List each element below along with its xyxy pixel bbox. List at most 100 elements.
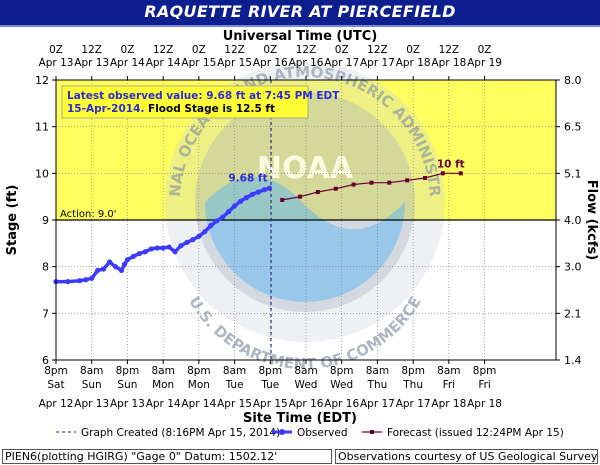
bottom-tick-date: Apr 16 [289,398,324,410]
bottom-tick-time: 8pm [116,365,140,377]
bottom-tick-time: 8am [437,365,460,377]
observed-point [106,259,113,265]
legend-created-label: Graph Created (8:16PM Apr 15, 2014) [81,427,280,439]
observed-point [121,261,128,267]
top-tick-label: 0Z [263,44,277,56]
bottom-tick-day: Thu [402,379,423,391]
bottom-tick-day: Fri [478,379,491,391]
observed-point [266,185,273,191]
y-tick-label: 8 [42,261,49,274]
top-tick-label: 12Z [367,44,388,56]
watermark-wave [205,176,405,302]
bottom-tick-day: Wed [295,379,318,391]
bottom-tick-date: Apr 13 [110,398,145,410]
bottom-tick-date: Apr 16 [324,398,359,410]
bottom-tick-date: Apr 15 [253,398,288,410]
footer-credit: Observations courtesy of US Geological S… [335,449,598,464]
forecast-point [458,171,463,176]
y-tick-label: 12 [35,74,49,87]
forecast-point [387,180,392,185]
observed-point [255,189,261,195]
bottom-tick-date: Apr 14 [181,398,216,410]
observed-value-label: 9.68 ft [228,172,267,184]
observed-point [148,246,154,252]
bottom-tick-date: Apr 17 [396,398,431,410]
observed-point [136,251,142,257]
y-tick-label: 7 [42,307,49,320]
top-tick-date: Apr 19 [467,57,502,69]
top-tick-date: Apr 18 [396,57,431,69]
bottom-tick-time: 8pm [473,365,497,377]
top-tick-date: Apr 13 [39,57,74,69]
forecast-point [351,182,356,187]
top-tick-date: Apr 18 [431,57,466,69]
observed-point [83,277,89,283]
chart-title: RAQUETTE RIVER AT PIERCEFIELD [144,2,456,21]
observed-point [220,214,226,220]
observed-point [112,264,119,270]
forecast-value-label: 10 ft [437,158,465,170]
footer-datum: PIEN6(plotting HGIRG) "Gage 0" Datum: 15… [2,449,332,464]
observed-point [243,195,250,201]
bottom-tick-date: Apr 18 [431,398,466,410]
forecast-point [405,178,410,183]
y2-tick-label: 4.0 [564,214,582,227]
action-stage-label: Action: 9.0' [60,209,117,220]
top-tick-label: 12Z [81,44,102,56]
observed-point [89,275,95,281]
top-tick-date: Apr 16 [253,57,288,69]
forecast-point [440,171,445,176]
forecast-point [369,180,374,185]
x-axis-title: Site Time (EDT) [243,411,357,426]
y-tick-label: 10 [35,167,49,180]
top-tick-date: Apr 17 [360,57,395,69]
top-tick-label: 12Z [224,44,245,56]
bottom-tick-time: 8am [80,365,103,377]
bottom-tick-time: 8pm [44,365,68,377]
bottom-tick-time: 8pm [401,365,425,377]
top-tick-label: 0Z [120,44,134,56]
observed-point [178,243,184,249]
observed-point [202,229,208,235]
bottom-tick-date: Apr 18 [467,398,502,410]
info-box [61,85,309,119]
observed-point [261,187,267,193]
forecast-point [315,190,320,194]
top-tick-label: 0Z [335,44,349,56]
bottom-tick-day: Sun [82,379,102,391]
watermark-center-text: NOAA [257,151,354,186]
top-tick-label: 0Z [49,44,63,56]
observed-point [184,239,190,245]
title-bar: RAQUETTE RIVER AT PIERCEFIELD [0,0,600,27]
y2-tick-label: 5.1 [564,167,582,180]
observed-point [190,237,196,243]
observed-point [208,223,214,229]
top-tick-date: Apr 15 [181,57,216,69]
forecast-point [333,186,338,191]
info-latest-observed: Latest observed value: 9.68 ft at 7:45 P… [67,90,340,102]
observed-point [118,267,125,273]
bottom-tick-date: Apr 17 [360,398,395,410]
top-tick-label: 12Z [153,44,174,56]
observed-point [237,198,244,204]
forecast-point [298,194,303,199]
legend-observed-label: Observed [297,427,348,439]
bottom-tick-day: Wed [330,379,353,391]
observed-point [77,278,83,284]
y2-tick-label: 6.5 [564,121,582,134]
bottom-tick-day: Sun [117,379,137,391]
observed-point [231,203,238,209]
top-tick-label: 12Z [296,44,317,56]
observed-point [226,209,232,215]
bottom-tick-day: Thu [367,379,388,391]
bottom-tick-day: Mon [188,379,210,391]
forecast-point [280,197,285,202]
top-tick-date: Apr 15 [217,57,252,69]
observed-point [154,245,160,251]
bottom-tick-date: Apr 13 [74,398,109,410]
y-tick-label: 6 [42,354,49,367]
bottom-tick-day: Tue [260,379,279,391]
bottom-tick-time: 8pm [258,365,282,377]
observed-point [196,233,202,239]
gridlines [55,80,556,360]
